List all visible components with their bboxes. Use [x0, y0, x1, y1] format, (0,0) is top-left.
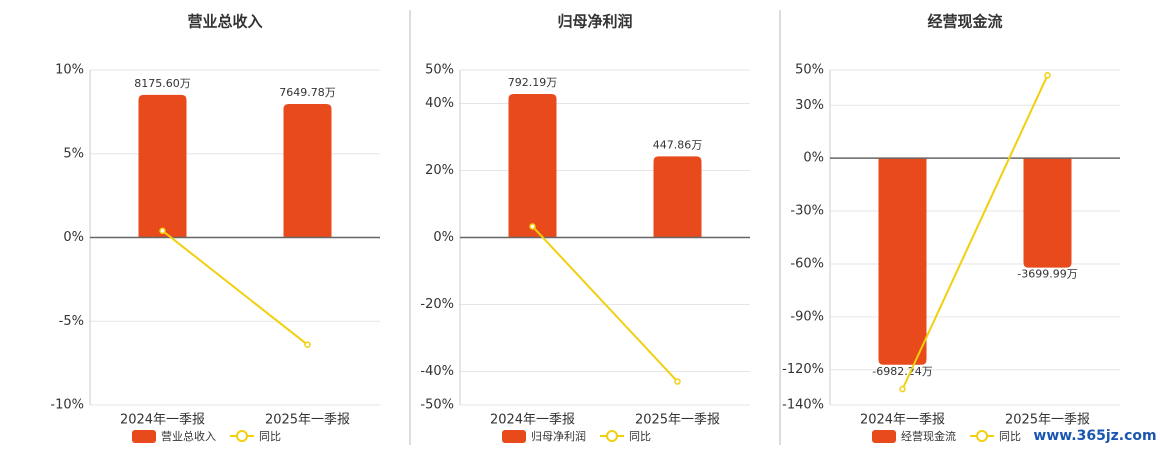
y-tick-label: -10% — [50, 398, 84, 413]
bar — [1023, 157, 1072, 268]
legend-swatch — [606, 430, 618, 442]
y-tick-label: -120% — [782, 362, 824, 377]
line — [531, 225, 679, 383]
y-tick-label: -60% — [790, 256, 824, 271]
y-tick-label: 30% — [795, 98, 824, 113]
line-point — [1044, 72, 1051, 79]
data-label: 8175.60万 — [134, 77, 191, 90]
bar — [653, 156, 702, 238]
y-tick-label: -140% — [782, 398, 824, 413]
data-label: 447.86万 — [653, 138, 703, 151]
y-tick-label: 40% — [425, 96, 454, 111]
line-point — [304, 341, 311, 348]
bar — [283, 104, 332, 238]
legend-swatch — [872, 430, 896, 443]
line-point — [529, 223, 536, 230]
x-tick-label: 2024年一季报 — [860, 413, 945, 428]
y-tick-label: -5% — [59, 314, 84, 329]
line — [161, 230, 309, 346]
legend-label: 归母净利润 — [531, 429, 586, 443]
y-tick-label: -20% — [420, 297, 454, 312]
chart-title: 经营现金流 — [927, 13, 1002, 31]
x-tick-label: 2025年一季报 — [265, 413, 350, 428]
y-tick-label: 20% — [425, 163, 454, 178]
legend-swatch — [502, 430, 526, 443]
y-tick-label: -40% — [420, 364, 454, 379]
legend-swatch — [236, 430, 248, 442]
legend-label: 同比 — [999, 430, 1021, 443]
y-tick-label: 50% — [795, 63, 824, 78]
y-tick-label: 0% — [433, 230, 454, 245]
y-tick-label: -30% — [790, 204, 824, 219]
line — [901, 74, 1049, 390]
data-label: 792.19万 — [508, 76, 558, 89]
y-tick-label: 0% — [63, 230, 84, 245]
chart-title: 归母净利润 — [557, 13, 632, 31]
bar — [878, 157, 927, 365]
y-tick-label: 10% — [55, 63, 84, 78]
watermark: www.365jz.com — [1033, 428, 1156, 444]
y-tick-label: -90% — [790, 309, 824, 324]
legend-swatch — [976, 430, 988, 442]
legend-label: 同比 — [259, 430, 281, 443]
y-tick-label: 50% — [425, 63, 454, 78]
bar — [138, 94, 187, 238]
x-tick-label: 2024年一季报 — [120, 413, 205, 428]
data-label: -6982.24万 — [872, 365, 932, 378]
line-point — [674, 378, 681, 385]
line-point — [159, 227, 166, 235]
data-label: 7649.78万 — [279, 86, 336, 99]
line-point — [899, 385, 906, 393]
x-tick-label: 2024年一季报 — [490, 413, 575, 428]
bar — [508, 94, 557, 238]
legend-label: 同比 — [629, 430, 651, 443]
x-tick-label: 2025年一季报 — [635, 413, 720, 428]
data-label: -3699.99万 — [1017, 268, 1077, 281]
legend-label: 经营现金流 — [901, 429, 956, 443]
y-tick-label: 0% — [803, 151, 824, 166]
y-tick-label: -50% — [420, 398, 454, 413]
y-tick-label: 5% — [63, 146, 84, 161]
legend-swatch — [132, 430, 156, 443]
chart-title: 营业总收入 — [187, 13, 262, 31]
x-tick-label: 2025年一季报 — [1005, 413, 1090, 428]
legend-label: 营业总收入 — [161, 429, 216, 443]
